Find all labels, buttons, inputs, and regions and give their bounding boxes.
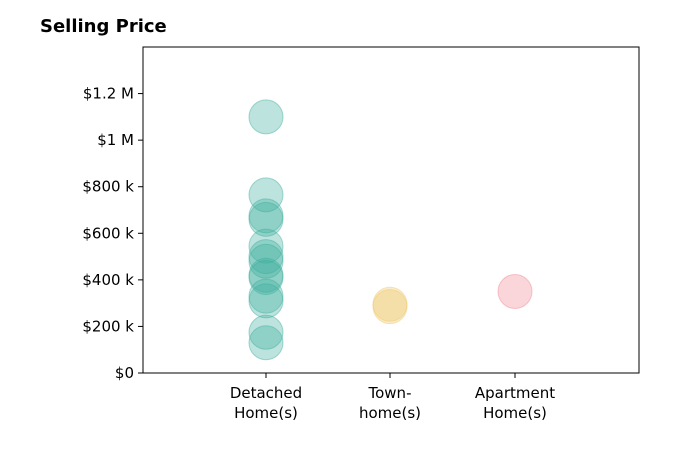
axes: $0 $200 k $400 k $600 k $800 k $1 M $1.2 M Deta… [82,46,640,422]
data-points [248,99,533,361]
plot-frame [142,46,640,374]
data-point [248,243,284,279]
data-point [248,201,284,237]
y-tick-label: $800 k [82,178,134,196]
data-point [248,260,284,296]
data-point [372,289,408,325]
x-tick-label: Detached [230,384,302,402]
data-point [248,99,284,135]
y-tick-label: $0 [115,364,134,382]
x-tick-label: Town- [368,384,412,402]
y-tick-label: $200 k [82,317,134,335]
data-point [248,283,284,319]
data-point [248,239,284,275]
x-tick-label: home(s) [359,404,421,422]
data-point [497,274,533,309]
data-point [248,278,284,314]
data-point [248,257,284,293]
data-point [248,314,284,350]
data-point [248,228,284,264]
y-tick-label: $1.2 M [83,85,134,103]
data-point [248,177,284,213]
y-tick-label: $600 k [82,224,134,242]
data-point [372,286,408,322]
x-tick-label: Home(s) [234,404,298,422]
chart-title: Selling Price [40,16,167,37]
data-point [248,325,284,361]
data-point [248,198,284,234]
x-tick-label: Home(s) [483,404,547,422]
x-tick-label: Apartment [475,384,555,402]
y-tick-label: $400 k [82,271,134,289]
y-tick-label: $1 M [97,131,134,149]
